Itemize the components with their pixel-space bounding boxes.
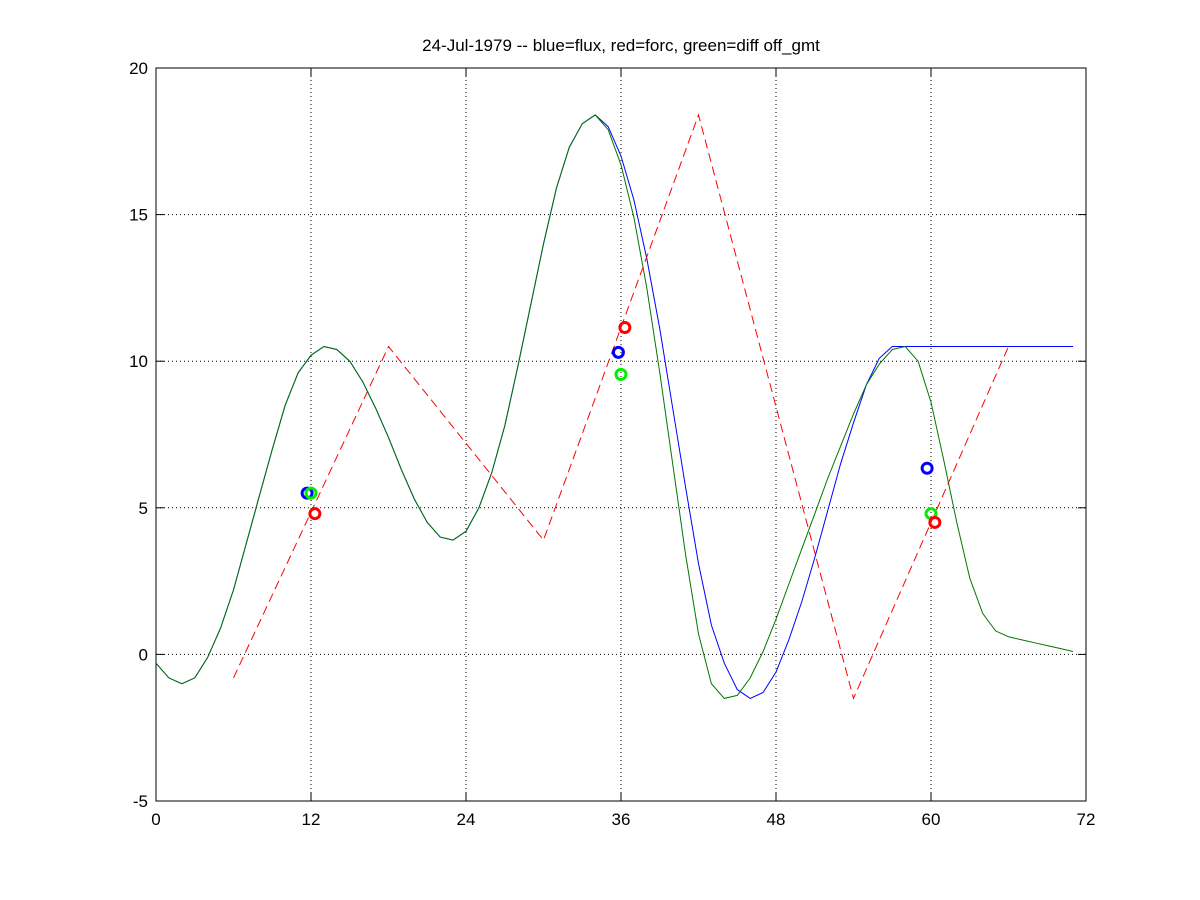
marker-point xyxy=(611,345,625,359)
x-tick-label: 0 xyxy=(151,810,160,829)
marker-point xyxy=(920,461,934,475)
y-tick-label: 0 xyxy=(139,645,148,664)
grid xyxy=(156,68,1086,801)
y-tick-label: -5 xyxy=(133,792,148,811)
y-tick-label: 10 xyxy=(129,352,148,371)
x-tick-label: 36 xyxy=(612,810,631,829)
circle-markers xyxy=(300,320,942,529)
x-tick-label: 48 xyxy=(767,810,786,829)
marker-point xyxy=(304,486,318,500)
y-tick-label: 15 xyxy=(129,206,148,225)
x-tick-label: 12 xyxy=(302,810,321,829)
marker-point xyxy=(928,515,942,529)
y-tick-label: 5 xyxy=(139,499,148,518)
marker-point xyxy=(618,320,632,334)
x-tick-label: 60 xyxy=(922,810,941,829)
chart-title: 24-Jul-1979 -- blue=flux, red=forc, gree… xyxy=(422,36,820,55)
y-tick-label: 20 xyxy=(129,59,148,78)
x-tick-label: 24 xyxy=(457,810,476,829)
marker-point xyxy=(614,367,628,381)
marker-point xyxy=(308,507,322,521)
series-line-1 xyxy=(155,114,1074,699)
x-tick-label: 72 xyxy=(1077,810,1096,829)
